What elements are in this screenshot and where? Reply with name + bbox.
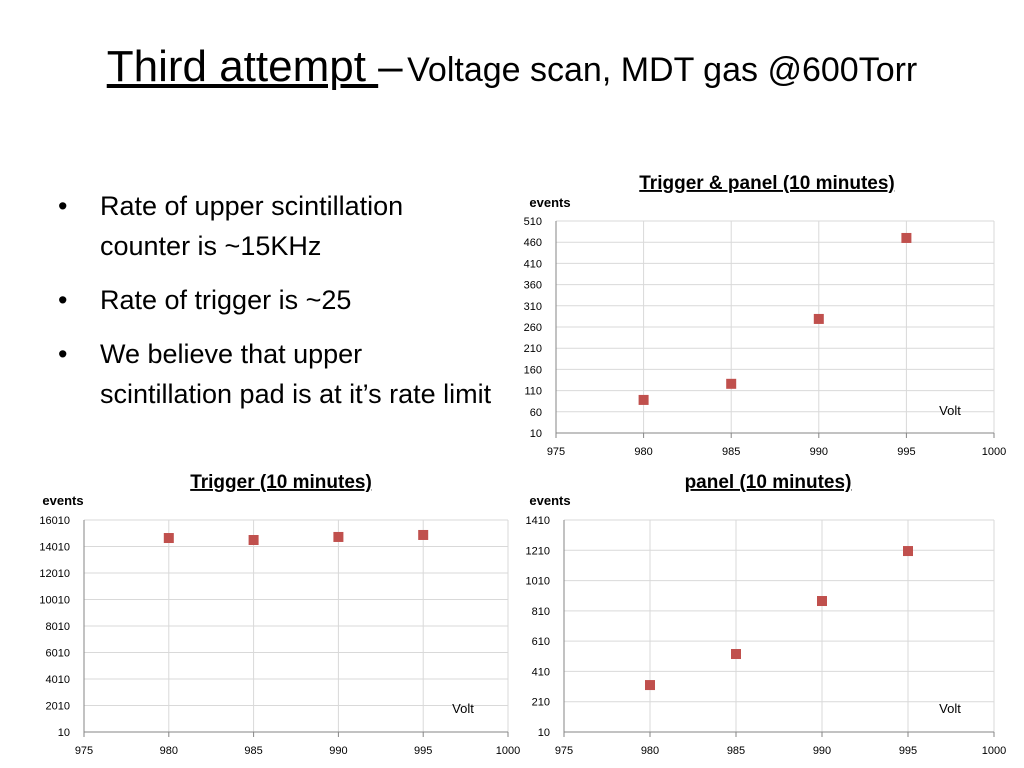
x-tick-label: 975 [547, 446, 565, 458]
y-tick-label: 1410 [526, 515, 550, 527]
x-tick-label: 985 [722, 446, 740, 458]
x-tick-label: 980 [160, 745, 178, 757]
x-axis-label: Volt [939, 403, 961, 418]
x-tick-label: 980 [641, 745, 659, 757]
y-tick-label: 2010 [46, 701, 70, 713]
y-tick-label: 410 [524, 258, 542, 270]
chart-title: Trigger & panel (10 minutes) [639, 173, 895, 194]
y-tick-label: 10010 [39, 595, 70, 607]
x-tick-label: 995 [414, 745, 432, 757]
y-tick-label: 60 [530, 407, 542, 419]
point [813, 313, 824, 324]
y-tick-label: 210 [532, 697, 550, 709]
x-axis-label: Volt [939, 701, 961, 716]
point [726, 378, 737, 389]
y-tick-label: 16010 [39, 515, 70, 527]
y-tick-label: 6010 [46, 648, 70, 660]
x-tick-label: 980 [634, 446, 652, 458]
x-tick-label: 975 [75, 745, 93, 757]
y-tick-label: 410 [532, 666, 550, 678]
y-tick-label: 8010 [46, 621, 70, 633]
y-tick-label: 14010 [39, 542, 70, 554]
x-tick-label: 995 [897, 446, 915, 458]
chart-title: panel (10 minutes) [685, 472, 852, 493]
y-axis-label: events [529, 195, 570, 210]
y-tick-label: 260 [524, 322, 542, 334]
bullet: We believe that upper scintillation pad … [58, 334, 498, 414]
x-tick-label: 1000 [982, 745, 1006, 757]
y-tick-label: 1010 [526, 576, 550, 588]
slide-title: Third attempt – Voltage scan, MDT gas @6… [60, 38, 964, 106]
bullet-list: Rate of upper scintillation counter is ~… [58, 186, 498, 428]
y-axis-label: events [42, 493, 83, 508]
y-tick-label: 510 [524, 216, 542, 228]
point [903, 546, 913, 557]
x-tick-label: 1000 [982, 446, 1006, 458]
x-axis-label: Volt [452, 701, 474, 716]
bullet: Rate of trigger is ~25 [58, 280, 498, 320]
y-tick-label: 10 [530, 428, 542, 440]
y-tick-label: 460 [524, 237, 542, 249]
x-tick-label: 985 [727, 745, 745, 757]
y-tick-label: 12010 [39, 568, 70, 580]
y-tick-label: 310 [524, 301, 542, 313]
x-tick-label: 990 [329, 745, 347, 757]
title-sub: Voltage scan, MDT gas @600Torr [407, 51, 918, 89]
y-tick-label: 10 [58, 727, 70, 739]
x-tick-label: 1000 [496, 745, 520, 757]
y-tick-label: 810 [532, 606, 550, 618]
chart-title: Trigger (10 minutes) [190, 472, 372, 493]
point [333, 531, 344, 542]
x-tick-label: 990 [813, 745, 831, 757]
point [817, 596, 827, 607]
point [418, 529, 429, 540]
y-tick-label: 4010 [46, 674, 70, 686]
point [731, 649, 741, 660]
y-tick-label: 610 [532, 636, 550, 648]
x-tick-label: 990 [810, 446, 828, 458]
bullet: Rate of upper scintillation counter is ~… [58, 186, 498, 266]
y-tick-label: 210 [524, 343, 542, 355]
y-tick-label: 1210 [526, 545, 550, 557]
point [901, 232, 912, 243]
x-tick-label: 975 [555, 745, 573, 757]
point [645, 680, 655, 691]
title-dash: – [378, 42, 403, 91]
y-axis-label: events [529, 493, 570, 508]
x-tick-label: 995 [899, 745, 917, 757]
y-tick-label: 10 [538, 727, 550, 739]
point [248, 535, 259, 546]
x-tick-label: 985 [244, 745, 262, 757]
point [638, 394, 649, 405]
point [163, 533, 174, 544]
y-tick-label: 360 [524, 280, 542, 292]
title-main: Third attempt [106, 42, 379, 91]
y-tick-label: 160 [524, 364, 542, 376]
y-tick-label: 110 [524, 386, 542, 398]
